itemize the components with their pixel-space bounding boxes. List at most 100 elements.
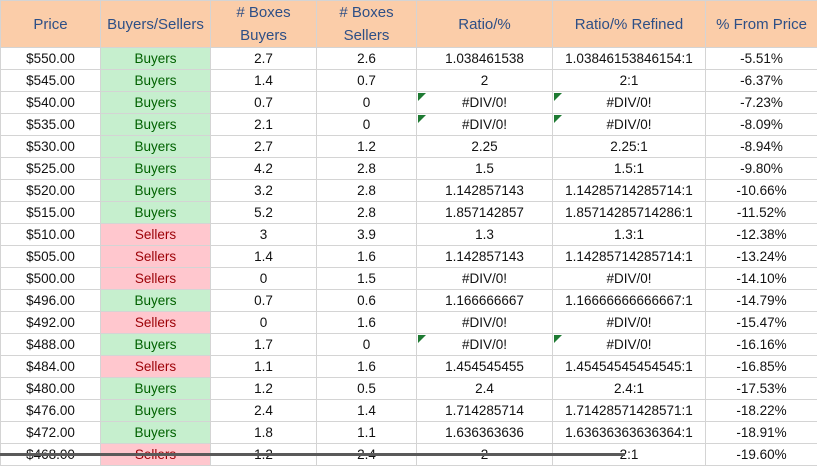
cell: 1.5:1: [553, 158, 706, 180]
cell: Buyers: [101, 136, 211, 158]
cell: 2.25:1: [553, 136, 706, 158]
cell: Buyers: [101, 92, 211, 114]
cell: 0.6: [317, 290, 417, 312]
cell: 0: [211, 268, 317, 290]
cell: $500.00: [1, 268, 101, 290]
cell: 1.03846153846154:1: [553, 48, 706, 70]
error-indicator: [554, 93, 562, 101]
cell: 3.2: [211, 180, 317, 202]
header-cell: Ratio/% Refined: [553, 1, 706, 48]
cell: $488.00: [1, 334, 101, 356]
cell: Buyers: [101, 202, 211, 224]
cell: 0.5: [317, 378, 417, 400]
cell: 2: [417, 70, 553, 92]
header-cell: Price: [1, 1, 101, 48]
cell: $545.00: [1, 70, 101, 92]
cell: Buyers: [101, 378, 211, 400]
cell: -8.09%: [706, 114, 817, 136]
cell: $476.00: [1, 400, 101, 422]
cell: 0: [211, 312, 317, 334]
cell: 1.142857143: [417, 180, 553, 202]
cell: $515.00: [1, 202, 101, 224]
cell: 2.7: [211, 136, 317, 158]
cell: -17.53%: [706, 378, 817, 400]
cell: -10.66%: [706, 180, 817, 202]
header-cell: # Boxes Buyers: [211, 1, 317, 48]
cell: Buyers: [101, 422, 211, 444]
cell: Sellers: [101, 312, 211, 334]
cell: 2.7: [211, 48, 317, 70]
cell: 2.4: [417, 378, 553, 400]
cell: 2.6: [317, 48, 417, 70]
cell: 1.16666666666667:1: [553, 290, 706, 312]
cell: Buyers: [101, 334, 211, 356]
cell: $535.00: [1, 114, 101, 136]
cell: $484.00: [1, 356, 101, 378]
cell: -9.80%: [706, 158, 817, 180]
cell: 1.8: [211, 422, 317, 444]
cell: 1.4: [317, 400, 417, 422]
cell: Buyers: [101, 158, 211, 180]
cell: Sellers: [101, 356, 211, 378]
cell: 1.636363636: [417, 422, 553, 444]
cell: 1.63636363636364:1: [553, 422, 706, 444]
cell: Sellers: [101, 268, 211, 290]
cell: 0.7: [211, 290, 317, 312]
cell: 2:1: [553, 70, 706, 92]
cell: -8.94%: [706, 136, 817, 158]
cell: -19.60%: [706, 444, 817, 466]
error-indicator: [554, 115, 562, 123]
cell: $550.00: [1, 48, 101, 70]
cell: #DIV/0!: [553, 312, 706, 334]
header-cell: Ratio/%: [417, 1, 553, 48]
cell: #DIV/0!: [553, 114, 706, 136]
cell: 1.1: [211, 356, 317, 378]
cell: $540.00: [1, 92, 101, 114]
cell: Buyers: [101, 114, 211, 136]
cell: $472.00: [1, 422, 101, 444]
header-cell: # Boxes Sellers: [317, 1, 417, 48]
cell: Buyers: [101, 180, 211, 202]
cell: 2.8: [317, 180, 417, 202]
cell: 1.3: [417, 224, 553, 246]
cell: -7.23%: [706, 92, 817, 114]
cell: -13.24%: [706, 246, 817, 268]
cell: -18.22%: [706, 400, 817, 422]
cell: 1.3:1: [553, 224, 706, 246]
cell: 1.454545455: [417, 356, 553, 378]
header-cell: % From Price: [706, 1, 817, 48]
cell: 1.6: [317, 312, 417, 334]
cell: $492.00: [1, 312, 101, 334]
error-indicator: [418, 115, 426, 123]
cell: 1.5: [417, 158, 553, 180]
cell: $510.00: [1, 224, 101, 246]
cell: Buyers: [101, 48, 211, 70]
cell: 1.038461538: [417, 48, 553, 70]
cell: #DIV/0!: [417, 312, 553, 334]
cell: 1.1: [317, 422, 417, 444]
cell: 1.4: [211, 246, 317, 268]
cell: #DIV/0!: [417, 92, 553, 114]
cell: 1.7: [211, 334, 317, 356]
cell: 1.2: [211, 378, 317, 400]
cell: -5.51%: [706, 48, 817, 70]
cell: #DIV/0!: [553, 92, 706, 114]
cell: 1.6: [317, 356, 417, 378]
cell: #DIV/0!: [417, 268, 553, 290]
cell: -16.85%: [706, 356, 817, 378]
cell: #DIV/0!: [417, 114, 553, 136]
